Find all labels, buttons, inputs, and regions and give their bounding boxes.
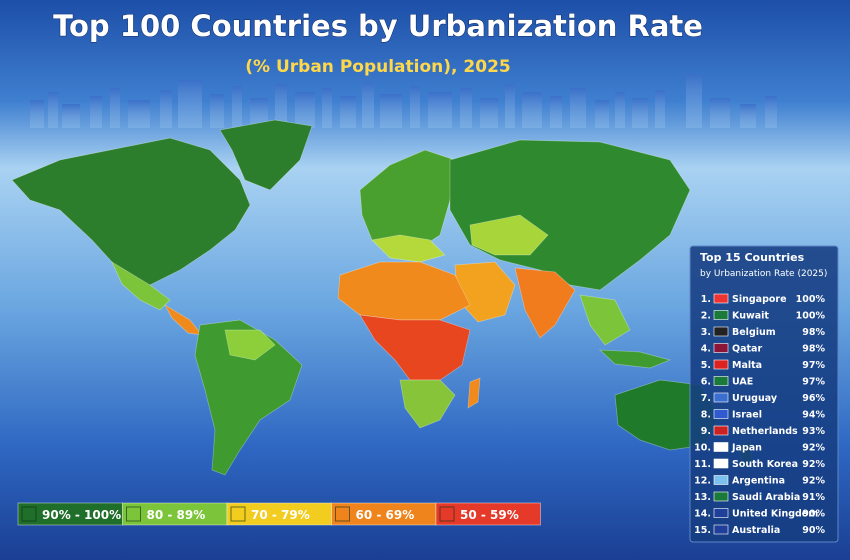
rank: 10.: [694, 443, 711, 454]
rank: 6.: [701, 377, 711, 388]
value: 96%: [802, 393, 825, 404]
brazil-north: [224, 329, 276, 361]
legend-chip: [439, 506, 455, 522]
country: Qatar: [732, 344, 762, 355]
rows: 1. Singapore 100% 2. Kuwait 100% 3. Belgium 98% 4…: [694, 293, 826, 536]
flag: [713, 442, 729, 452]
greenland: [219, 119, 313, 191]
mexico: [111, 261, 171, 311]
panel-heading: Top 15 Countries: [700, 251, 805, 264]
value: 100%: [796, 311, 826, 322]
value: 98%: [802, 327, 825, 338]
flag: [713, 359, 729, 370]
flag: [713, 491, 729, 502]
value: 94%: [802, 410, 825, 421]
top-list-panel: Top 15 Countries by Urbanization Rate (2…: [689, 245, 839, 543]
country: Malta: [732, 360, 762, 371]
legend-label: 60 - 69%: [356, 508, 415, 522]
flag: [713, 376, 729, 386]
value: 92%: [802, 459, 825, 470]
value: 90%: [802, 509, 825, 520]
country: South Korea: [732, 459, 798, 470]
legend-label: 80 - 89%: [147, 508, 206, 522]
legend-chip: [21, 506, 37, 522]
value: 92%: [802, 476, 825, 487]
rank: 12.: [694, 476, 711, 487]
rank: 9.: [701, 426, 711, 437]
rank: 5.: [701, 360, 711, 371]
value: 97%: [802, 360, 825, 371]
flag: [713, 310, 729, 320]
flag: [713, 326, 729, 337]
flag: [713, 475, 729, 485]
value: 98%: [802, 344, 825, 355]
central-america: [164, 304, 203, 336]
rank: 15.: [694, 525, 711, 536]
africa-central: [359, 314, 471, 381]
country: Japan: [731, 443, 762, 454]
north-america: [11, 137, 251, 286]
south-asia: [514, 267, 576, 339]
title: Top 100 Countries by Urbanization Rate: [53, 9, 703, 43]
flag: [713, 409, 729, 419]
southeast-asia: [579, 294, 631, 346]
south-america: [194, 319, 303, 476]
flag: [713, 343, 729, 353]
country: Israel: [732, 410, 762, 421]
flag: [713, 508, 729, 518]
madagascar: [467, 377, 481, 409]
flag: [713, 392, 729, 403]
country: Kuwait: [732, 311, 769, 322]
rank: 13.: [694, 492, 711, 503]
middle-east: [454, 261, 516, 323]
country: Netherlands: [732, 426, 798, 437]
legend-chip: [230, 506, 246, 522]
value: 100%: [796, 294, 826, 305]
flag: [713, 293, 729, 304]
flag: [713, 458, 729, 469]
rank: 3.: [701, 327, 711, 338]
legend-chip: [126, 506, 141, 522]
flag: [713, 524, 729, 535]
country: Argentina: [732, 476, 785, 487]
rank: 7.: [701, 393, 711, 404]
world-map: [11, 119, 753, 476]
africa-north: [337, 261, 471, 321]
flag: [713, 425, 729, 436]
rank: 1.: [701, 294, 711, 305]
country: Saudi Arabia: [732, 492, 800, 503]
country: Belgium: [732, 327, 776, 338]
rank: 2.: [701, 311, 711, 322]
value: 97%: [802, 377, 825, 388]
rank: 11.: [694, 459, 711, 470]
value: 90%: [802, 525, 825, 536]
rank: 8.: [701, 410, 711, 421]
country: Australia: [732, 525, 780, 536]
legend-label: 70 - 79%: [251, 508, 310, 522]
value: 92%: [802, 443, 825, 454]
value: 93%: [802, 426, 825, 437]
rank: 14.: [694, 509, 711, 520]
skyline: [30, 74, 777, 128]
europe: [359, 149, 456, 251]
subtitle: (% Urban Population), 2025: [245, 57, 510, 77]
legend: 90% - 100% 80 - 89% 70 - 79% 60 - 69% 50 - 5…: [17, 502, 541, 526]
country: Uruguay: [732, 393, 778, 404]
panel-subheading: by Urbanization Rate (2025): [700, 269, 827, 279]
country: Singapore: [732, 294, 787, 305]
indonesia: [599, 349, 672, 369]
central-asia: [469, 214, 549, 256]
legend-swatch: [435, 502, 541, 526]
europe-south: [371, 234, 446, 263]
legend-label: 90% - 100%: [42, 508, 121, 522]
value: 91%: [802, 492, 825, 503]
legend-label: 50 - 59%: [460, 508, 519, 522]
rank: 4.: [701, 344, 711, 355]
africa-south: [399, 379, 456, 429]
country: UAE: [732, 377, 753, 388]
country: United Kingdom: [732, 509, 818, 520]
legend-chip: [335, 506, 350, 522]
